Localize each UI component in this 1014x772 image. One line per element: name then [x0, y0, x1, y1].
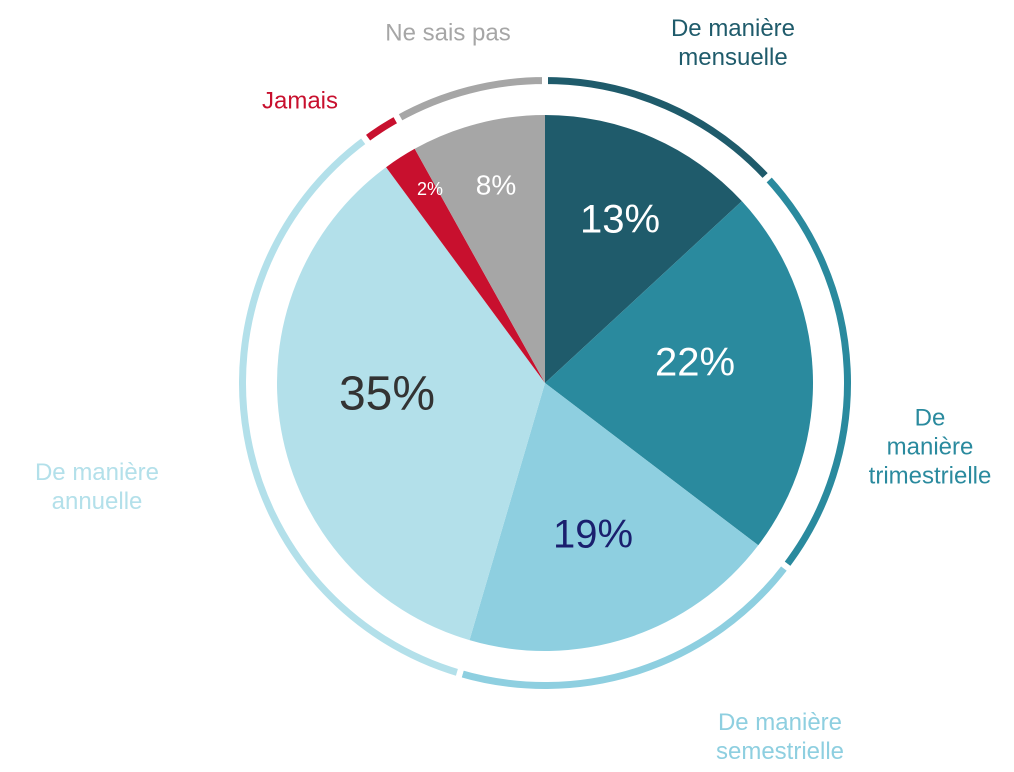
data-label: 19%	[553, 513, 633, 557]
category-label: De manière semestrielle	[715, 709, 845, 765]
pie-slice	[386, 148, 545, 383]
data-label: 8%	[476, 169, 516, 200]
data-label: 2%	[417, 179, 443, 199]
category-label: Ne sais pas	[385, 19, 511, 47]
category-label: Jamais	[261, 87, 339, 115]
pie-slice	[414, 115, 545, 383]
data-label: 22%	[655, 341, 735, 385]
ring-segment	[390, 70, 548, 129]
data-label: 13%	[580, 198, 660, 242]
pie-slice	[469, 383, 759, 651]
pie-slice	[277, 167, 545, 641]
pie-slice	[545, 201, 813, 546]
data-label: 35%	[339, 368, 435, 421]
category-label: De manière mensuelle	[670, 15, 796, 71]
category-label: De manière trimestrielle	[868, 404, 992, 490]
pie-slice	[545, 115, 742, 383]
category-label: De manière annuelle	[34, 459, 160, 515]
